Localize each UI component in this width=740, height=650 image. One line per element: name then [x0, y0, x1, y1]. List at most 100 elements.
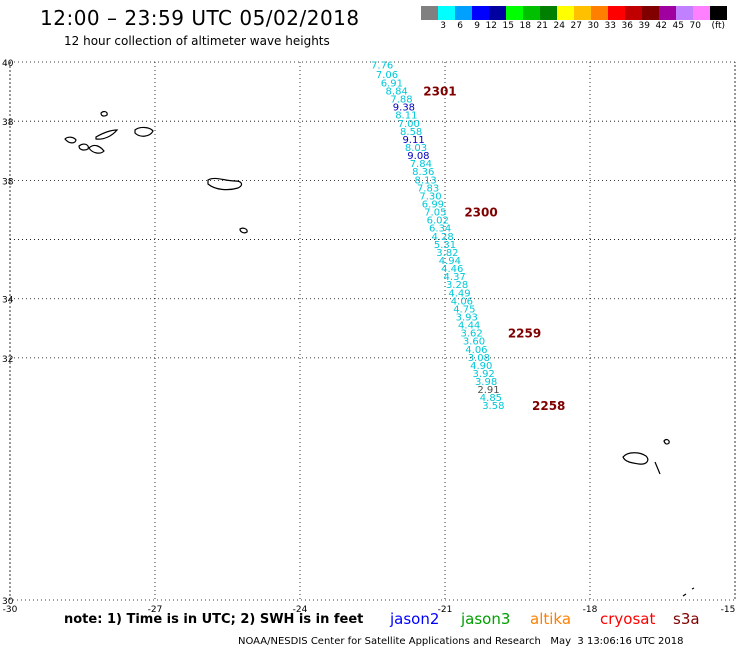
time-label: 2301: [423, 85, 456, 99]
legend-swatch: [540, 6, 557, 20]
map-frame: [9, 61, 736, 601]
wave-height-value: 6.99: [422, 199, 444, 210]
color-legend: 3 6 9 12 15 18 21 24 27 30 33 36 39 42 45 70 (ft): [421, 6, 727, 31]
wave-height-value: 7.83: [417, 183, 439, 194]
legend-swatch: [472, 6, 489, 20]
wave-height-value: 8.03: [405, 143, 427, 154]
latitude-label: 30: [2, 597, 14, 607]
wave-height-value: 4.46: [441, 264, 463, 275]
latitude-label: 38: [2, 118, 14, 128]
axis-labels: 40 38 38 34 32 30-30 -27 -24 -21 -18 -15: [2, 59, 735, 615]
wave-height-value: 3.58: [482, 401, 504, 412]
legend-swatch: [625, 6, 642, 20]
time-label: 2258: [532, 399, 565, 413]
wave-height-value: 4.90: [470, 361, 492, 372]
wave-height-value: 3.28: [446, 280, 468, 291]
legend-label: 6: [457, 21, 463, 31]
legend-swatch: [642, 6, 659, 20]
wave-height-value: 7.05: [424, 208, 446, 219]
latitude-label: 32: [2, 355, 13, 365]
wave-height-value: 4.06: [465, 345, 487, 356]
longitude-label: -21: [438, 605, 453, 615]
wave-height-value: 3.98: [475, 377, 497, 388]
wave-height-value: 3.08: [468, 353, 490, 364]
wave-height-value: 4.06: [451, 296, 473, 307]
legend-swatch: [557, 6, 574, 20]
sao-miguel-island: [207, 177, 243, 191]
latitude-label: 34: [2, 296, 14, 306]
wave-height-value: 9.11: [402, 135, 424, 146]
legend-label: 3: [440, 21, 446, 31]
legend-label: 15: [502, 21, 514, 31]
legend-swatch: [676, 6, 693, 20]
legend-label: 45: [672, 21, 684, 31]
longitude-label: -15: [721, 605, 736, 615]
longitude-label: -30: [3, 605, 18, 615]
legend-swatch: [574, 6, 591, 20]
legend-label: 42: [655, 21, 667, 31]
legend-swatch: [693, 6, 710, 20]
wave-height-value: 8.13: [415, 175, 437, 186]
legend-label: 24: [553, 21, 565, 31]
legend-label: 18: [519, 21, 531, 31]
wave-height-value: 4.94: [439, 256, 461, 267]
legend-labels: 3 6 9 12 15 18 21 24 27 30 33 36 39 42 45 70 (ft): [421, 21, 727, 31]
legend-swatch: [438, 6, 455, 20]
islands: [64, 110, 695, 597]
latitude-label: 40: [2, 59, 14, 69]
legend-swatch: [455, 6, 472, 20]
wave-height-value: 8.36: [412, 167, 434, 178]
legend-swatch: [489, 6, 506, 20]
latitude-label: 38: [2, 177, 14, 187]
wave-height-value: 8.11: [395, 111, 417, 122]
wave-height-value: 3.82: [436, 248, 458, 259]
wave-height-value: 4.37: [444, 272, 466, 283]
legend-unit: (ft): [711, 21, 725, 31]
wave-height-value: 7.06: [376, 70, 398, 81]
legend-swatch: [710, 6, 727, 20]
longitude-label: -18: [583, 605, 598, 615]
legend-label: 9: [474, 21, 480, 31]
desertas-island: [654, 461, 661, 475]
legend-label: 36: [621, 21, 633, 31]
satellite-jason2: jason2: [390, 610, 440, 628]
porto-santo-island: [663, 438, 670, 445]
faial-island: [78, 143, 89, 151]
wave-height-value: 6.02: [427, 216, 449, 227]
wave-height-value: 4.28: [431, 232, 453, 243]
footer-credit: NOAA/NESDIS Center for Satellite Applica…: [238, 636, 684, 647]
legend-label: 39: [638, 21, 650, 31]
wave-height-value: 3.92: [473, 369, 495, 380]
wave-height-value: 3.93: [456, 312, 478, 323]
wave-height-value: 3.62: [460, 329, 482, 340]
wave-height-value: 7.30: [419, 191, 441, 202]
flores-island: [64, 136, 77, 144]
wave-height-value: 4.85: [480, 393, 502, 404]
time-label: 2300: [464, 206, 497, 220]
wave-height-value: 7.76: [371, 61, 393, 72]
satellite-jason3: jason3: [461, 610, 511, 628]
satellite-track: 7.767.066.918.847.889.388.117.008.589.11…: [371, 61, 565, 414]
legend-label: 33: [604, 21, 616, 31]
pico-island: [88, 144, 105, 154]
legend-swatches: [421, 6, 727, 20]
longitude-label: -24: [293, 605, 308, 615]
legend-label: 21: [536, 21, 548, 31]
map-title: 12:00 – 23:59 UTC 05/02/2018: [40, 6, 360, 30]
wave-height-value: 8.58: [400, 127, 422, 138]
wave-height-value: 8.84: [386, 87, 408, 98]
madeira-island: [622, 452, 649, 465]
wave-height-value: 9.08: [407, 151, 429, 162]
legend-label: 30: [587, 21, 599, 31]
graticule: [9, 61, 736, 601]
wave-height-value: 6.34: [429, 224, 451, 235]
wave-height-value: 4.75: [453, 304, 475, 315]
legend-label: 70: [689, 21, 701, 31]
wave-height-value: 2.91: [477, 385, 499, 396]
satellite-cryosat: cryosat: [600, 610, 656, 628]
satellite-altika: altika: [530, 610, 572, 628]
wave-height-value: 9.38: [393, 103, 415, 114]
wave-height-value: 7.84: [410, 159, 432, 170]
legend-swatch: [421, 6, 438, 20]
